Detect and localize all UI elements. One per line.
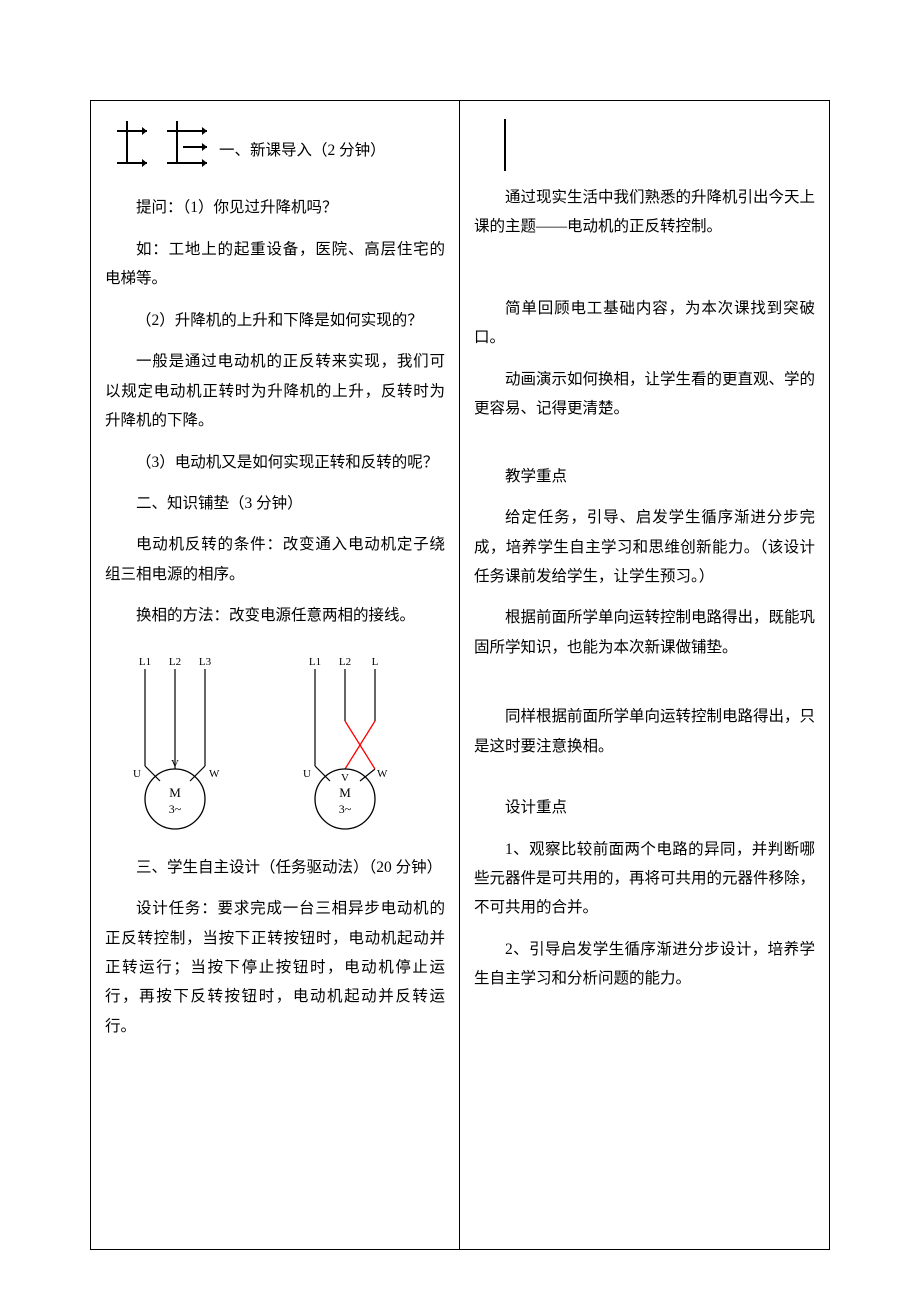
motor-wiring-diagram: L1 L2 L3 U V W M	[105, 651, 445, 841]
label-l3-r: L	[372, 656, 379, 668]
spacer	[474, 761, 815, 781]
label-w: W	[209, 768, 220, 780]
label-u-r: U	[303, 768, 311, 780]
question-2: （2）升降机的上升和下降是如何实现的？	[105, 306, 445, 335]
note-review: 简单回顾电工基础内容，为本次课找到突破口。	[474, 294, 815, 353]
note-based-on-prev: 根据前面所学单向运转控制电路得出，既能巩固所学知识，也能为本次新课做铺垫。	[474, 603, 815, 662]
left-column: 一、新课导入（2 分钟） 提问：（1）你见过升降机吗？ 如：工地上的起重设备，医…	[91, 101, 460, 1249]
question-1-answer: 如：工地上的起重设备，医院、高层住宅的电梯等。	[105, 235, 445, 294]
question-1: 提问：（1）你见过升降机吗？	[105, 193, 445, 222]
spacer	[474, 424, 815, 450]
label-u: U	[133, 768, 141, 780]
label-l2-r: L2	[339, 656, 351, 668]
design-focus-heading: 设计重点	[474, 793, 815, 822]
swap-method: 换相的方法：改变电源任意两相的接线。	[105, 601, 445, 630]
motor-diagram-normal: L1 L2 L3 U V W M	[133, 656, 220, 829]
label-l1: L1	[139, 656, 151, 668]
note-intro: 通过现实生活中我们熟悉的升降机引出今天上课的主题——电动机的正反转控制。	[474, 183, 815, 242]
motor-3-label: 3~	[169, 802, 182, 816]
reverse-condition: 电动机反转的条件：改变通入电动机定子绕组三相电源的相序。	[105, 530, 445, 589]
section-1-heading: 一、新课导入（2 分钟）	[219, 142, 386, 159]
label-v: V	[171, 758, 179, 770]
teaching-focus-heading: 教学重点	[474, 462, 815, 491]
motor-3-label-r: 3~	[339, 802, 352, 816]
note-animation: 动画演示如何换相，让学生看的更直观、学的更容易、记得更清楚。	[474, 365, 815, 424]
design-task: 设计任务：要求完成一台三相异步电动机的正反转控制，当按下正转按钮时，电动机起动并…	[105, 894, 445, 1041]
label-w-r: W	[377, 768, 388, 780]
motor-m-label: M	[169, 785, 181, 800]
arrow-symbols-icon	[105, 121, 215, 181]
spacer	[474, 662, 815, 690]
motor-m-label-r: M	[339, 785, 351, 800]
vertical-bar-icon	[504, 119, 506, 171]
section-1-heading-row: 一、新课导入（2 分钟）	[105, 121, 445, 181]
question-3: （3）电动机又是如何实现正转和反转的呢？	[105, 448, 445, 477]
right-column: 通过现实生活中我们熟悉的升降机引出今天上课的主题——电动机的正反转控制。 简单回…	[460, 101, 829, 1249]
note-task-given: 给定任务，引导、启发学生循序渐进分步完成，培养学生自主学习和思维创新能力。（该设…	[474, 503, 815, 591]
motor-diagram-swapped: L1 L2 L U V W	[303, 656, 388, 829]
label-l1-r: L1	[309, 656, 321, 668]
question-2-answer: 一般是通过电动机的正反转来实现，我们可以规定电动机正转时为升降机的上升，反转时为…	[105, 347, 445, 435]
design-point-1: 1、观察比较前面两个电路的异同，并判断哪些元器件是可共用的，再将可共用的元器件移…	[474, 835, 815, 923]
label-v-r: V	[341, 772, 349, 784]
note-same-swap: 同样根据前面所学单向运转控制电路得出，只是这时要注意换相。	[474, 702, 815, 761]
label-l2: L2	[169, 656, 181, 668]
section-3-heading: 三、学生自主设计（任务驱动法）（20 分钟）	[105, 853, 445, 882]
label-l3: L3	[199, 656, 212, 668]
design-point-2: 2、引导启发学生循序渐进分步设计，培养学生自主学习和分析问题的能力。	[474, 935, 815, 994]
page-table: 一、新课导入（2 分钟） 提问：（1）你见过升降机吗？ 如：工地上的起重设备，医…	[90, 100, 830, 1250]
spacer	[474, 242, 815, 282]
section-2-heading: 二、知识铺垫（3 分钟）	[105, 489, 445, 518]
